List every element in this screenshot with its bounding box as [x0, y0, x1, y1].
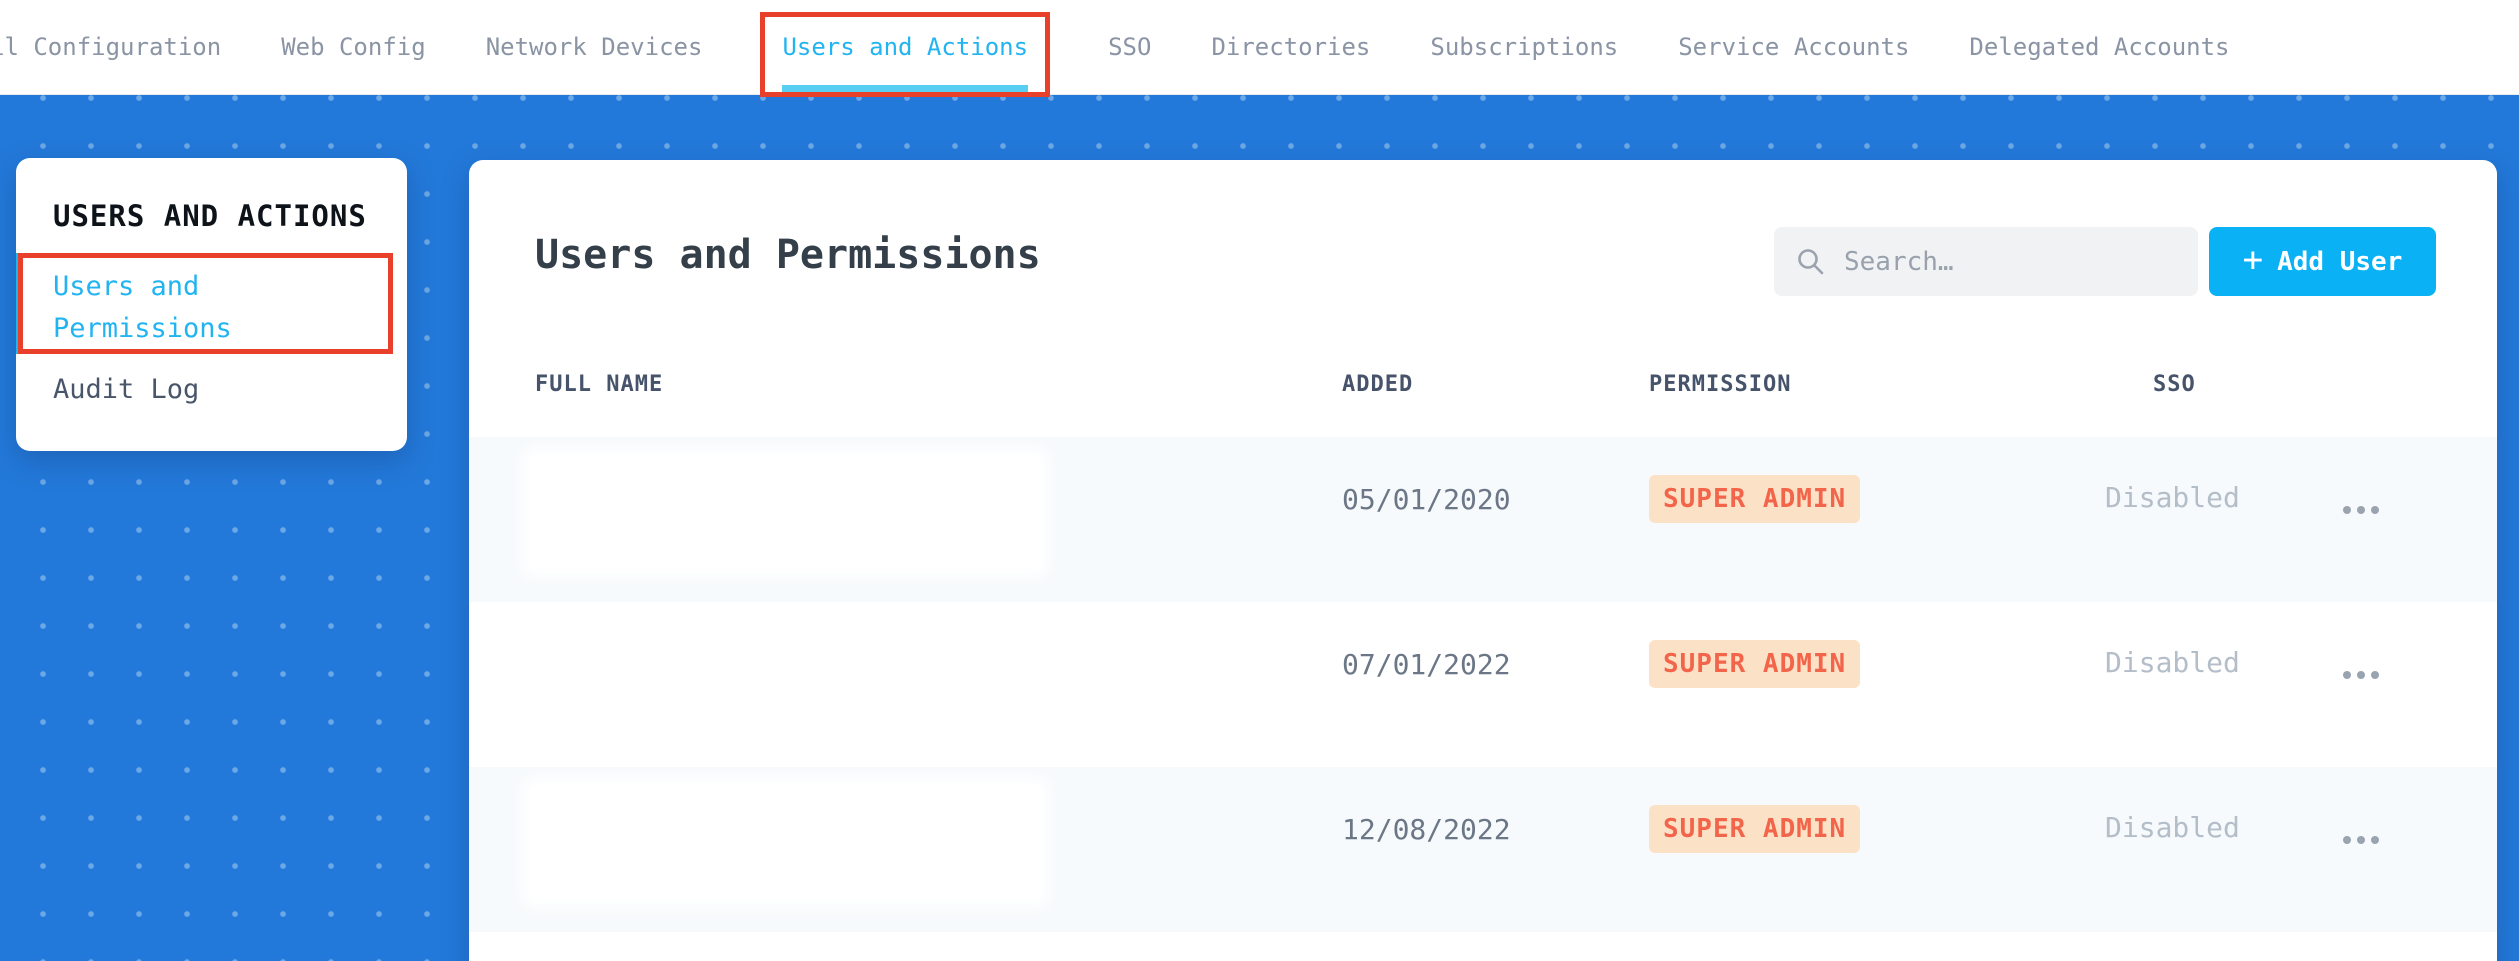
column-header-full-name: FULL NAME	[535, 372, 664, 397]
sso-status: Disabled	[2105, 481, 2240, 514]
added-date: 05/01/2020	[1342, 483, 1511, 516]
table-row: 12/08/2022 SUPER ADMIN Disabled	[469, 767, 2497, 932]
tab-delegated-accounts[interactable]: Delegated Accounts	[1969, 33, 2230, 61]
row-actions-ellipsis-icon[interactable]	[2343, 497, 2395, 523]
added-date: 07/01/2022	[1342, 648, 1511, 681]
tab-web-config[interactable]: Web Config	[281, 33, 426, 61]
search-icon	[1798, 248, 1824, 274]
column-header-permission: PERMISSION	[1649, 372, 1792, 397]
top-tab-bar: il Configuration Web Config Network Devi…	[0, 0, 2519, 97]
redacted-full-name	[530, 785, 1041, 900]
redacted-full-name	[530, 455, 1041, 570]
row-actions-ellipsis-icon[interactable]	[2343, 662, 2395, 688]
active-indicator-bar	[16, 253, 21, 354]
column-header-sso: SSO	[2153, 372, 2196, 397]
page-title: Users and Permissions	[535, 232, 1041, 278]
tab-users-and-actions[interactable]: Users and Actions	[760, 0, 1051, 97]
sidebar-item-audit-log[interactable]: Audit Log	[53, 374, 200, 405]
tab-service-accounts[interactable]: Service Accounts	[1678, 33, 1910, 61]
plus-icon: +	[2242, 239, 2264, 280]
table-row: 05/01/2020 SUPER ADMIN Disabled	[469, 437, 2497, 602]
tab-directories[interactable]: Directories	[1211, 33, 1371, 61]
tab-sso[interactable]: SSO	[1108, 33, 1152, 61]
search-input[interactable]	[1844, 246, 2144, 277]
added-date: 12/08/2022	[1342, 813, 1511, 846]
sidebar-card: USERS AND ACTIONS Users and Permissions …	[16, 158, 407, 451]
permission-badge: SUPER ADMIN	[1649, 805, 1861, 853]
sidebar-item-users-and-permissions[interactable]: Users and Permissions	[16, 253, 393, 354]
active-tab-underline	[782, 85, 1029, 94]
add-user-button[interactable]: + Add User	[2209, 227, 2436, 296]
column-header-added: ADDED	[1342, 372, 1414, 397]
redacted-full-name	[530, 620, 1041, 735]
users-permissions-panel: Users and Permissions + Add User FULL NA…	[469, 160, 2497, 961]
tab-label: Users and Actions	[782, 33, 1029, 61]
tab-subscriptions[interactable]: Subscriptions	[1430, 33, 1619, 61]
table-row: 07/01/2022 SUPER ADMIN Disabled	[469, 602, 2497, 767]
tab-network-devices[interactable]: Network Devices	[485, 33, 703, 61]
permission-badge: SUPER ADMIN	[1649, 640, 1861, 688]
add-user-label: Add User	[2277, 246, 2403, 277]
row-actions-ellipsis-icon[interactable]	[2343, 827, 2395, 853]
sso-status: Disabled	[2105, 646, 2240, 679]
sidebar-heading: USERS AND ACTIONS	[53, 199, 367, 233]
sso-status: Disabled	[2105, 811, 2240, 844]
tab-il-configuration[interactable]: il Configuration	[0, 33, 222, 61]
permission-badge: SUPER ADMIN	[1649, 475, 1861, 523]
search-box[interactable]	[1774, 227, 2198, 296]
content-background: USERS AND ACTIONS Users and Permissions …	[0, 95, 2519, 961]
sidebar-item-label: Users and Permissions	[53, 271, 232, 344]
